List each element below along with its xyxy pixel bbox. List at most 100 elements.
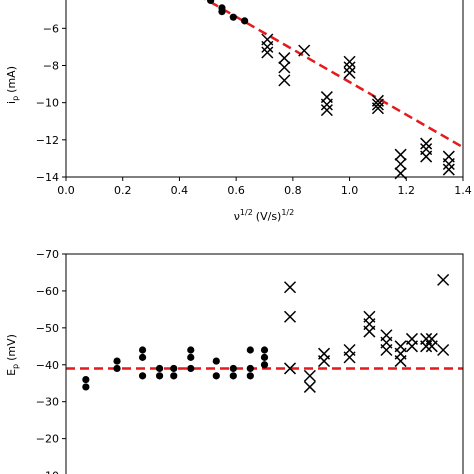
ylabel-e: E (5, 369, 18, 376)
plot-ip-cross-point (420, 137, 433, 150)
plot-ip-ytick-label: −10 (36, 97, 59, 110)
plot-ep-cross-point (303, 369, 316, 382)
plot-ip-marks (204, 0, 464, 180)
plot-ip-cross-point (394, 148, 407, 161)
plot-ep-dot-point (260, 353, 269, 361)
plot-ep-ytick-label: −40 (36, 359, 59, 372)
plot-ip-dot-point (207, 0, 215, 5)
plot-ip-cross-point (261, 40, 274, 53)
plot-ep-dot-point (212, 372, 220, 380)
plot-ip-cross-point (394, 157, 407, 171)
plot-ep-dot-point (212, 357, 220, 365)
ylabel-e-sub: p (11, 364, 20, 369)
plot-ep-cross-point (303, 380, 316, 393)
plot-ep-ylabel: Ep (mV) (5, 334, 20, 376)
plot-ep-frame (65, 253, 464, 474)
plot-ep-cross-point (425, 332, 438, 345)
plot-ip-cross-point (442, 157, 455, 171)
plot-ep-dot-point (138, 372, 147, 380)
ylabel-i-unit: (mA) (5, 66, 18, 93)
plot-ip-cross-point (420, 150, 433, 163)
plot-ip-xtick-label: 0.2 (114, 184, 132, 197)
plot-ip-ytick-label: −14 (36, 171, 59, 184)
plot-ep-dot-point (113, 364, 121, 373)
xlabel-sup1: 1/2 (240, 208, 253, 217)
plot-ep-ytick-label: −20 (36, 433, 59, 446)
plot-ep-marks (66, 273, 463, 393)
plot-ip-xtick-label: 1.2 (398, 184, 416, 197)
plot-ep-dot-point (246, 372, 254, 380)
xlabel-unit: (V/s) (256, 210, 282, 223)
plot-ip-cross-point (278, 61, 291, 74)
plot-ip-dot-point (218, 7, 226, 16)
plot-ep-cross-point (420, 332, 433, 345)
ylabel-i-sub: p (11, 96, 20, 101)
plot-ep-dot-point (246, 364, 254, 373)
plot-ep-dot-point (113, 357, 121, 365)
plot-ep-cross-point (405, 332, 418, 345)
plot-ep-cross-point (437, 343, 450, 357)
plot-ep-cross-point (437, 273, 450, 286)
plot-ep-dot-point (260, 346, 269, 354)
ylabel-e-unit: (mV) (5, 334, 18, 361)
plot-ep-dot-point (138, 346, 147, 354)
plot-ip-cross-point (442, 163, 455, 176)
plot-ep-cross-point (394, 340, 407, 353)
plot-ep-cross-point (318, 347, 331, 360)
plot-ip-cross-point (320, 98, 333, 111)
plot-ip-cross-point (320, 104, 333, 117)
plot-ip-xtick-label: 0.4 (171, 184, 189, 197)
plot-ip-xlabel: ν1/2 (V/s)1/2 (234, 208, 294, 223)
plot-ep-cross-point (283, 310, 297, 323)
plot-ip-ytick-label: −6 (43, 22, 59, 35)
plot-ep-dot-point (187, 353, 195, 361)
plot-ep-cross-point (363, 310, 376, 323)
plot-ip-ytick-label: −8 (43, 59, 59, 72)
plot-ip-cross-point (278, 74, 291, 87)
plot-ep-cross-point (283, 362, 297, 375)
plot-ep-dot-point (155, 372, 164, 380)
plot-ep-cross-point (380, 329, 393, 342)
plot-ip-xtick-label: 0.0 (57, 184, 75, 197)
plot-ep-dot-point (170, 364, 178, 373)
plot-ep-cross-point (283, 281, 297, 294)
plot-ep-ytick-label: −30 (36, 396, 59, 409)
plot-ip-fit-line (204, 0, 464, 149)
plot-ep-dot-point (155, 364, 164, 373)
plot-ip-cross-point (343, 61, 356, 74)
plot-ep-ytick-label: −70 (36, 248, 59, 261)
plot-ip-cross-point (343, 66, 356, 79)
plot-ep-vs-sqrt-scan-rate: −70 −60 −50 −40 −30 −20 −10 Ep (mV) (5, 248, 464, 474)
plot-ep-dot-point (82, 383, 90, 391)
plot-ep-ytick-label: −50 (36, 322, 59, 335)
plot-ep-dot-point (187, 364, 195, 373)
xlabel-sup2: 1/2 (281, 208, 294, 217)
plot-ip-ylabel: ip (mA) (5, 66, 20, 104)
plot-ep-cross-point (343, 343, 356, 357)
plot-ep-ticks: −70 −60 −50 −40 −30 −20 −10 (36, 248, 66, 474)
plot-ep-dot-point (229, 364, 237, 373)
plot-ip-cross-point (371, 102, 384, 115)
plot-ip-xtick-label: 1.0 (341, 184, 359, 197)
plot-ip-xtick-label: 1.4 (454, 184, 472, 197)
xlabel-nu: ν (234, 210, 240, 223)
plot-ip-cross-point (371, 98, 384, 111)
plot-ep-dot-point (246, 346, 254, 354)
plot-ep-ytick-label: −10 (36, 470, 59, 474)
plot-ep-dot-point (170, 372, 178, 380)
plot-ip-dot-point (229, 13, 237, 21)
plot-ip-cross-point (343, 55, 356, 68)
plot-ip-ytick-label: −12 (36, 134, 59, 147)
ylabel-i: i (5, 101, 18, 104)
plot-ep-dot-point (187, 346, 195, 354)
plot-ip-vs-sqrt-scan-rate: −4−6−8−10−12−140.00.20.40.60.81.01.21.4 … (5, 0, 472, 223)
plot-ip-cross-point (261, 46, 274, 59)
plot-ep-dot-point (260, 361, 269, 369)
plot-ip-cross-point (278, 52, 291, 65)
plot-ip-cross-point (298, 44, 311, 57)
plot-ep-dot-point (82, 375, 90, 384)
plot-ip-frame (65, 0, 464, 178)
plot-ip-xtick-label: 0.6 (227, 184, 245, 197)
plot-ep-ytick-label: −60 (36, 285, 59, 298)
